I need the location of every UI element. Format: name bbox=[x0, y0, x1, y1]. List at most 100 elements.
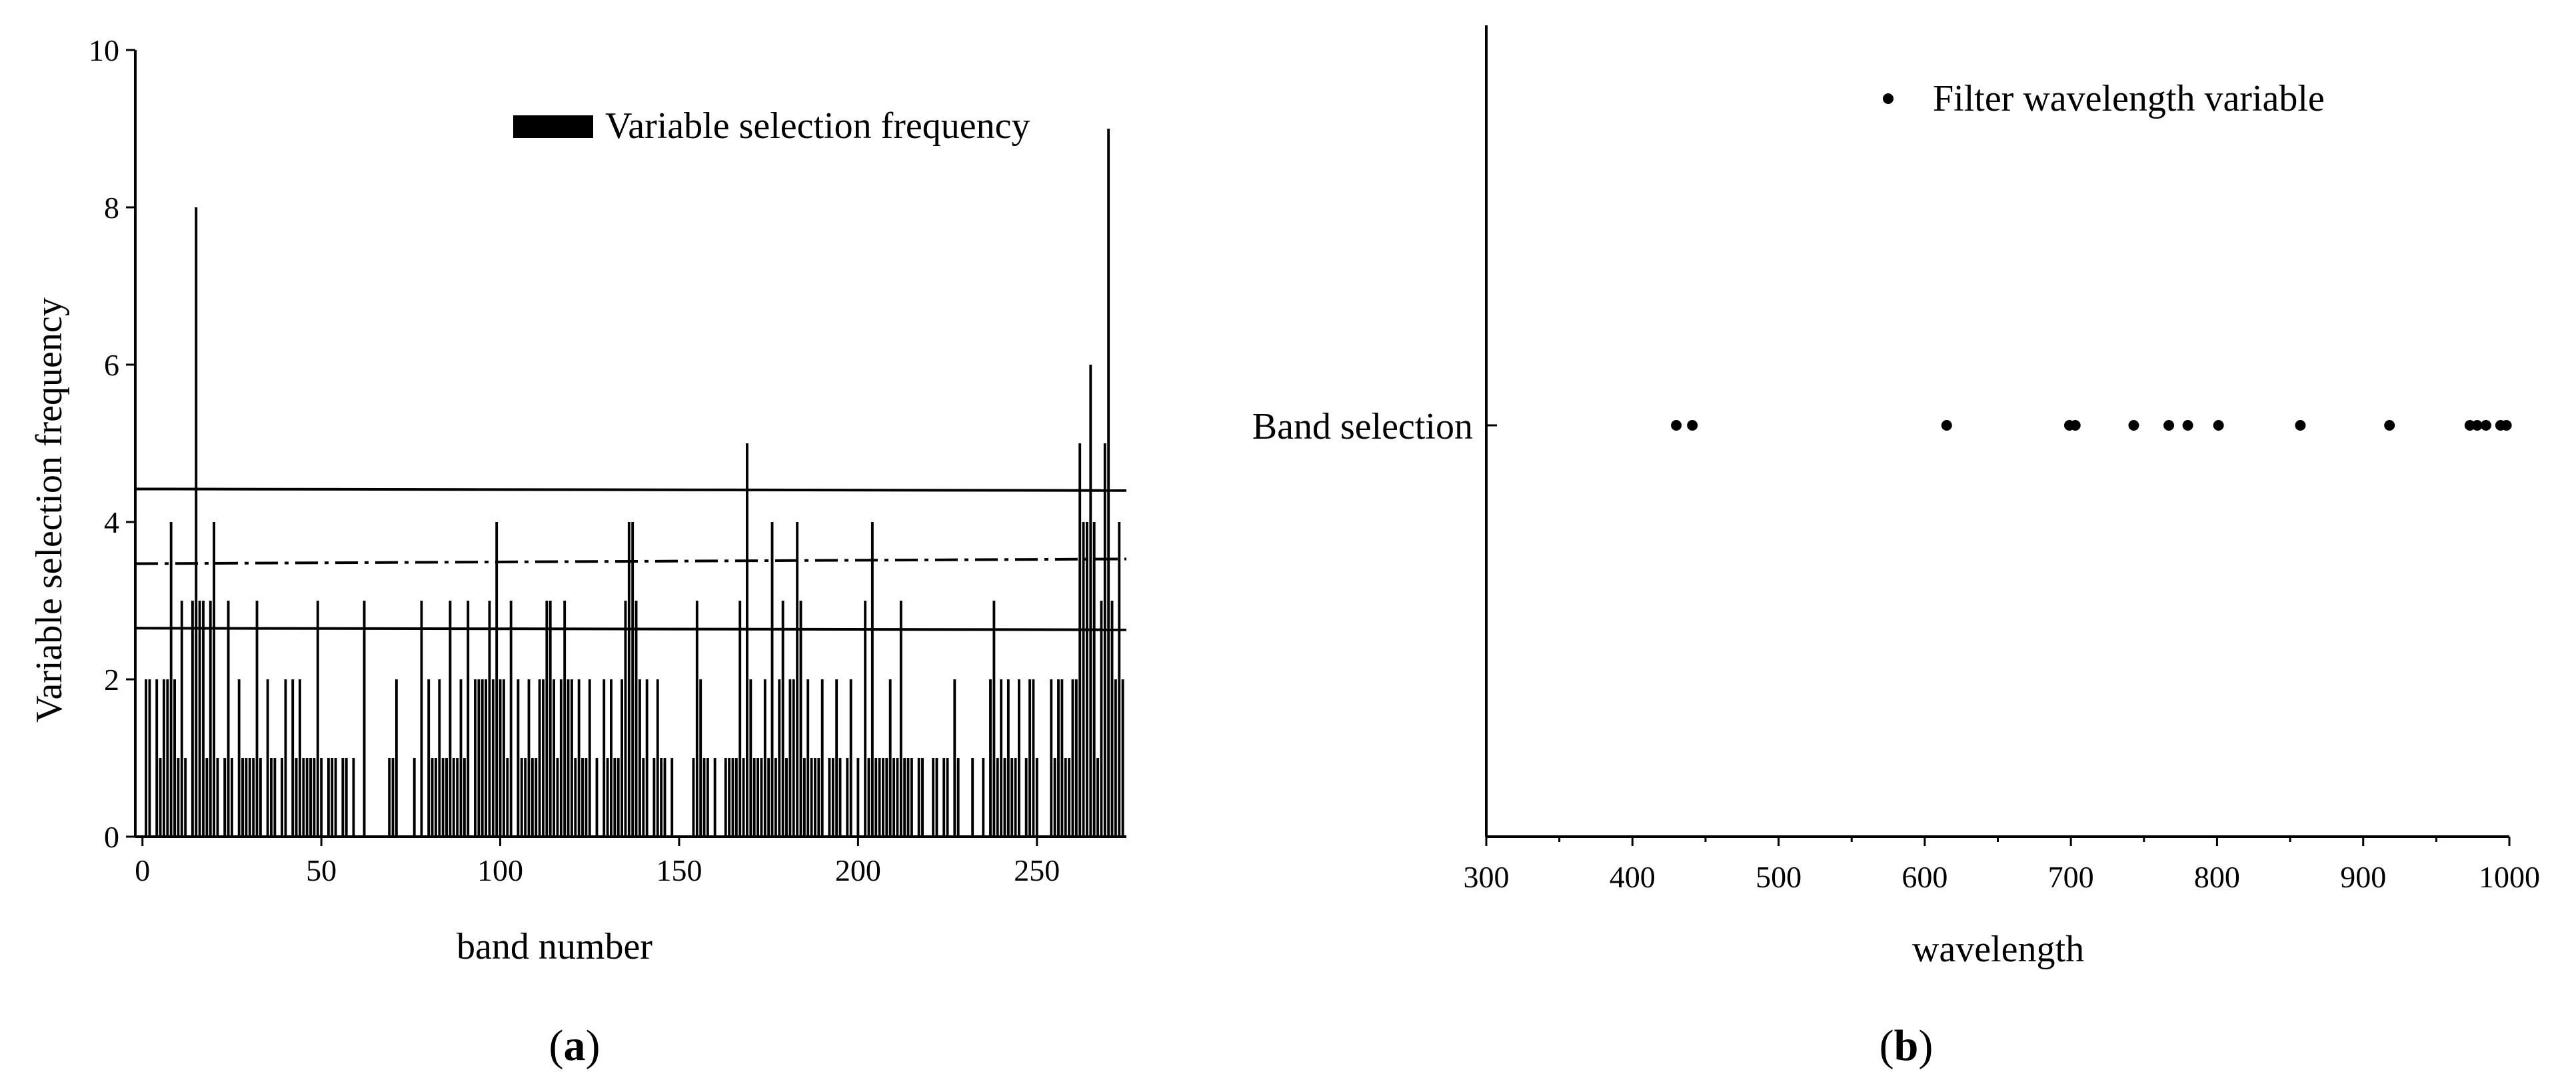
bar bbox=[631, 522, 635, 837]
x-tick-label: 400 bbox=[1610, 860, 1656, 894]
bar bbox=[255, 601, 259, 837]
bar bbox=[459, 679, 463, 837]
bar bbox=[946, 758, 949, 837]
bar bbox=[1003, 758, 1006, 837]
y-tick-label: 8 bbox=[104, 191, 119, 225]
bar bbox=[291, 679, 295, 837]
bar bbox=[545, 601, 549, 837]
bar bbox=[1014, 758, 1017, 837]
bar bbox=[1057, 679, 1060, 837]
bar bbox=[485, 679, 488, 837]
scatter-point bbox=[2295, 420, 2306, 431]
y-tick-label: 10 bbox=[89, 33, 119, 67]
bar bbox=[699, 679, 702, 837]
bar bbox=[899, 601, 902, 837]
bar bbox=[1096, 758, 1099, 837]
bar bbox=[202, 601, 205, 837]
legend-a: Variable selection frequency bbox=[513, 105, 1030, 147]
bar bbox=[971, 758, 974, 837]
bar bbox=[452, 758, 455, 837]
bar bbox=[1050, 679, 1053, 837]
bar bbox=[495, 522, 499, 837]
caption-open-paren: ( bbox=[549, 1021, 564, 1070]
bar bbox=[463, 758, 466, 837]
bar bbox=[1035, 758, 1038, 837]
bar bbox=[198, 601, 201, 837]
bar bbox=[996, 758, 999, 837]
reference-lines bbox=[135, 487, 1127, 631]
bar bbox=[752, 758, 756, 837]
bar bbox=[788, 679, 792, 837]
bar bbox=[535, 758, 538, 837]
bar bbox=[427, 679, 431, 837]
x-tick-label: 900 bbox=[2340, 860, 2386, 894]
bar bbox=[888, 679, 892, 837]
bar bbox=[231, 758, 233, 837]
bar bbox=[320, 758, 323, 837]
bar bbox=[1078, 443, 1082, 837]
scatter-point bbox=[2464, 420, 2475, 431]
x-tick-label: 500 bbox=[1756, 860, 1802, 894]
bar bbox=[420, 601, 423, 837]
bar bbox=[935, 758, 938, 837]
reference-line bbox=[135, 487, 1127, 492]
x-tick-label: 200 bbox=[835, 853, 881, 887]
caption-letter: a bbox=[564, 1021, 586, 1070]
bar bbox=[295, 758, 298, 837]
x-tick-label: 100 bbox=[477, 853, 523, 887]
bar bbox=[391, 758, 395, 837]
bar bbox=[635, 601, 638, 837]
x-tick-label: 600 bbox=[1902, 860, 1947, 894]
bar bbox=[184, 758, 187, 837]
bar bbox=[760, 758, 763, 837]
bar bbox=[1006, 679, 1010, 837]
bar bbox=[1100, 601, 1103, 837]
y-tick-label: 4 bbox=[104, 505, 119, 539]
bar bbox=[341, 758, 345, 837]
bar bbox=[621, 679, 624, 837]
bar bbox=[1000, 679, 1003, 837]
x-tick-label: 250 bbox=[1014, 853, 1060, 887]
bar bbox=[1018, 679, 1020, 837]
bar bbox=[856, 758, 860, 837]
bar bbox=[309, 758, 312, 837]
bar bbox=[792, 679, 795, 837]
axes-b bbox=[1485, 25, 2509, 838]
bar bbox=[820, 679, 824, 837]
y-tick-label: 0 bbox=[104, 820, 119, 854]
bar bbox=[491, 679, 495, 837]
bar bbox=[992, 601, 996, 837]
bar bbox=[763, 679, 766, 837]
scatter-point bbox=[2471, 420, 2483, 431]
axes-a bbox=[134, 50, 1126, 838]
panel-caption-b: (b) bbox=[1880, 1021, 1933, 1070]
bar bbox=[506, 758, 509, 837]
bar bbox=[799, 601, 802, 837]
bar-series bbox=[145, 129, 1124, 837]
bar bbox=[331, 758, 334, 837]
legend-swatch-bar bbox=[513, 115, 593, 138]
x-tick-label: 0 bbox=[135, 853, 150, 887]
bar bbox=[363, 601, 366, 837]
bar bbox=[610, 679, 613, 837]
bar bbox=[806, 679, 810, 837]
scatter-points bbox=[1671, 420, 2512, 431]
bar bbox=[846, 758, 849, 837]
bar bbox=[1053, 758, 1056, 837]
bar bbox=[746, 443, 748, 837]
bar bbox=[896, 758, 899, 837]
bar bbox=[388, 758, 391, 837]
bar bbox=[767, 758, 770, 837]
bar bbox=[1082, 522, 1085, 837]
bar bbox=[953, 679, 956, 837]
bar bbox=[724, 758, 727, 837]
caption-letter: b bbox=[1894, 1021, 1919, 1070]
bar bbox=[1114, 679, 1117, 837]
x-ticks-a: 0 50 100 150 200 250 bbox=[135, 837, 1060, 887]
caption-close-paren: ) bbox=[1918, 1021, 1933, 1070]
bar bbox=[266, 679, 269, 837]
bar bbox=[223, 758, 227, 837]
bar bbox=[556, 758, 559, 837]
bar bbox=[838, 758, 842, 837]
bar bbox=[796, 522, 799, 837]
